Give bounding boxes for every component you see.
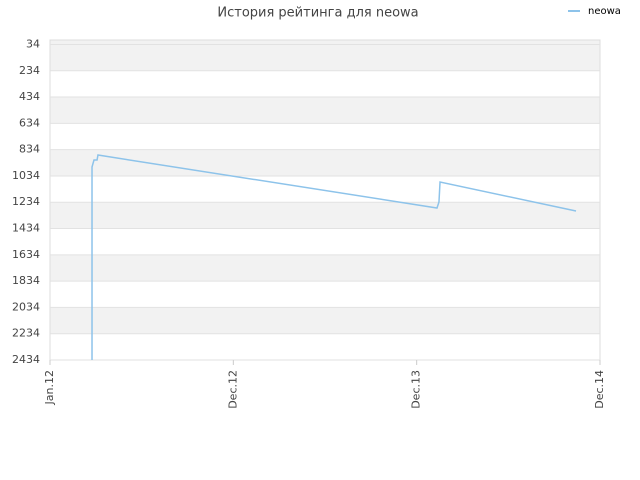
- y-tick-label: 1034: [12, 169, 40, 182]
- y-tick-label: 34: [26, 37, 40, 50]
- y-tick-label: 234: [19, 64, 40, 77]
- chart-title: История рейтинга для neowa: [217, 6, 418, 21]
- y-tick-label: 634: [19, 116, 40, 129]
- y-tick-label: 434: [19, 90, 40, 103]
- grid-band: [50, 307, 600, 334]
- x-tick-label: Dec.13: [410, 370, 423, 409]
- legend-label: neowa: [588, 6, 621, 17]
- x-tick-label: Dec.12: [226, 370, 239, 409]
- y-tick-label: 1434: [12, 222, 40, 235]
- y-tick-label: 2234: [12, 327, 40, 340]
- grid-band: [50, 149, 600, 176]
- y-tick-label: 2034: [12, 300, 40, 313]
- y-tick-label: 2434: [12, 353, 40, 366]
- x-tick-label: Dec.14: [593, 370, 606, 409]
- grid-band: [50, 254, 600, 282]
- y-tick-label: 1234: [12, 195, 40, 208]
- grid-band: [50, 97, 600, 124]
- x-tick-label: Jan.12: [43, 370, 56, 405]
- line-series: [91, 154, 577, 360]
- grid-band: [50, 40, 600, 71]
- grid-band: [50, 202, 600, 229]
- y-tick-label: 834: [19, 143, 40, 156]
- y-tick-label: 1834: [12, 274, 40, 287]
- y-tick-label: 1634: [12, 248, 40, 261]
